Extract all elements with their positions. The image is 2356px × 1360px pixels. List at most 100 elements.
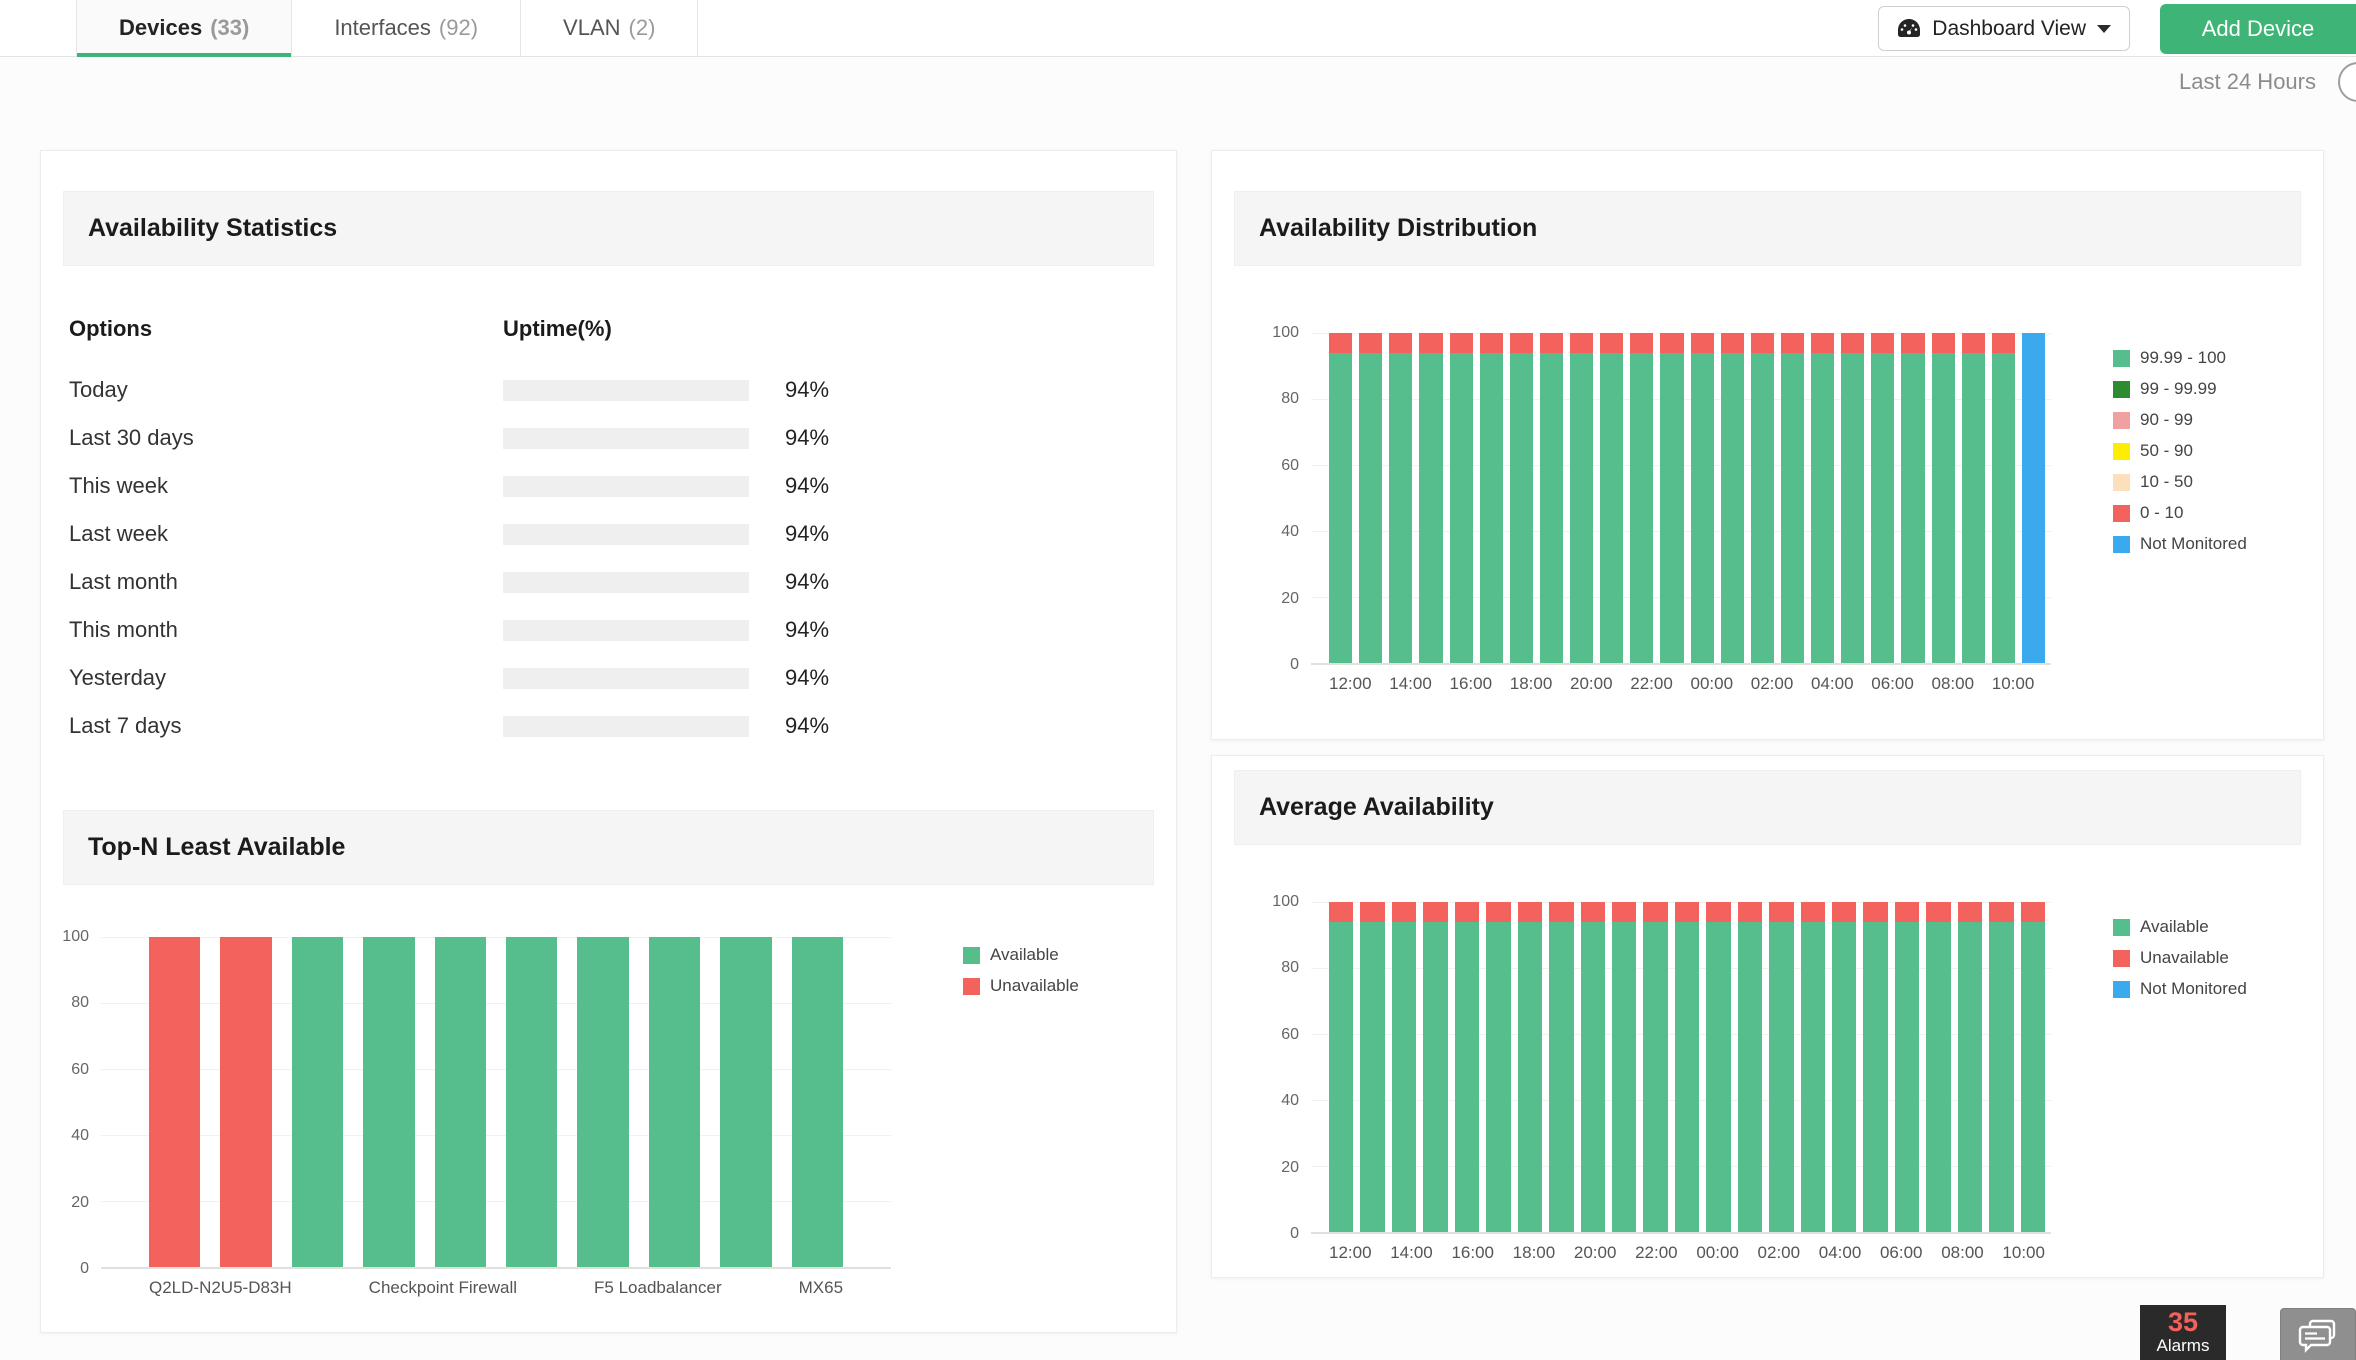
bar[interactable] — [1894, 902, 1920, 1232]
x-tick-label — [312, 1278, 321, 1298]
bar[interactable] — [1901, 333, 1925, 663]
bar[interactable] — [2020, 902, 2046, 1232]
time-range-circle-icon[interactable] — [2338, 62, 2356, 102]
legend-item[interactable]: Not Monitored — [2113, 534, 2247, 554]
bar-segment — [1329, 333, 1353, 353]
bar-segment — [363, 937, 415, 1267]
legend-item[interactable]: 50 - 90 — [2113, 441, 2247, 461]
bar-segment — [1926, 921, 1951, 1232]
legend-label: 10 - 50 — [2140, 472, 2193, 491]
bar[interactable] — [1991, 333, 2015, 663]
bar[interactable] — [1509, 333, 1533, 663]
legend-item[interactable]: 90 - 99 — [2113, 410, 2247, 430]
x-tick-label: 02:00 — [1750, 674, 1794, 693]
uptime-value: 94% — [785, 617, 830, 642]
bar[interactable] — [1549, 902, 1574, 1232]
bar[interactable] — [1780, 333, 1804, 663]
bar[interactable] — [1486, 902, 1511, 1232]
bar[interactable] — [1359, 333, 1383, 663]
bar[interactable] — [434, 937, 487, 1267]
tab-interfaces[interactable]: Interfaces (92) — [292, 0, 522, 56]
bar[interactable] — [363, 937, 415, 1267]
bar-segment — [1690, 352, 1714, 663]
bar[interactable] — [220, 937, 272, 1267]
bar-segment — [1389, 352, 1413, 663]
legend-item[interactable]: Available — [963, 945, 1079, 965]
bar[interactable] — [506, 937, 558, 1267]
bar[interactable] — [1961, 333, 1985, 663]
legend-item[interactable]: Unavailable — [963, 976, 1079, 996]
tab-vlan[interactable]: VLAN (2) — [521, 0, 699, 56]
bar-segment — [1991, 352, 2015, 663]
bar[interactable] — [648, 937, 701, 1267]
add-device-button[interactable]: Add Device — [2160, 3, 2356, 54]
legend-item[interactable]: Not Monitored — [2113, 979, 2247, 999]
bar[interactable] — [1690, 333, 1714, 663]
bar[interactable] — [1611, 902, 1637, 1232]
bar[interactable] — [1832, 902, 1857, 1232]
legend-item[interactable]: Unavailable — [2113, 948, 2247, 968]
bar[interactable] — [1811, 333, 1835, 663]
bar[interactable] — [1750, 333, 1774, 663]
bar[interactable] — [149, 937, 201, 1267]
x-tick-label: 18:00 — [1509, 674, 1553, 693]
bar[interactable] — [1989, 902, 2014, 1232]
bar[interactable] — [1643, 902, 1668, 1232]
plot — [1311, 333, 2051, 665]
x-tick-label: 08:00 — [1931, 674, 1975, 693]
bar-segment — [1600, 333, 1624, 353]
bar[interactable] — [1660, 333, 1684, 663]
bar[interactable] — [1454, 902, 1480, 1232]
legend-item[interactable]: 99.99 - 100 — [2113, 348, 2247, 368]
bar[interactable] — [1479, 333, 1503, 663]
bar[interactable] — [1926, 902, 1951, 1232]
bar[interactable] — [1841, 333, 1865, 663]
bar[interactable] — [1871, 333, 1895, 663]
bar[interactable] — [1931, 333, 1955, 663]
x-axis: Q2LD-N2U5-D83H Checkpoint Firewall F5 Load… — [101, 1278, 891, 1298]
bar[interactable] — [1517, 902, 1543, 1232]
bar[interactable] — [1391, 902, 1417, 1232]
tab-devices[interactable]: Devices (33) — [76, 0, 293, 57]
bar[interactable] — [1329, 902, 1354, 1232]
bar[interactable] — [1423, 902, 1448, 1232]
legend-label: Available — [990, 945, 1059, 964]
bar[interactable] — [1539, 333, 1563, 663]
legend-item[interactable]: 99 - 99.99 — [2113, 379, 2247, 399]
x-tick-label: MX65 — [798, 1278, 844, 1297]
bar[interactable] — [1600, 333, 1624, 663]
legend-item[interactable]: 0 - 10 — [2113, 503, 2247, 523]
chat-button[interactable] — [2280, 1308, 2356, 1360]
bar[interactable] — [720, 937, 772, 1267]
bar-segment — [1549, 921, 1574, 1232]
x-tick-label: F5 Loadbalancer — [594, 1278, 722, 1297]
bar[interactable] — [1769, 902, 1794, 1232]
dashboard-view-button[interactable]: Dashboard View — [1878, 6, 2130, 51]
legend-item[interactable]: Available — [2113, 917, 2247, 937]
legend-swatch — [2113, 349, 2130, 367]
bar[interactable] — [1737, 902, 1763, 1232]
bar[interactable] — [1449, 333, 1473, 663]
bar-segment — [1509, 352, 1533, 663]
legend-label: Not Monitored — [2140, 979, 2247, 998]
legend-item[interactable]: 10 - 50 — [2113, 472, 2247, 492]
bar[interactable] — [1800, 902, 1825, 1232]
bar[interactable] — [1360, 902, 1385, 1232]
bar[interactable] — [1630, 333, 1654, 663]
bar[interactable] — [1674, 902, 1700, 1232]
bar[interactable] — [1957, 902, 1983, 1232]
bar[interactable] — [1863, 902, 1888, 1232]
bar[interactable] — [1706, 902, 1731, 1232]
bar[interactable] — [1570, 333, 1594, 663]
bar[interactable] — [1720, 333, 1744, 663]
bar[interactable] — [2021, 333, 2045, 663]
bar[interactable] — [1419, 333, 1443, 663]
bar[interactable] — [791, 937, 844, 1267]
bar[interactable] — [577, 937, 629, 1267]
alarms-badge[interactable]: 35 Alarms — [2140, 1305, 2226, 1360]
y-tick-label: 60 — [1281, 456, 1299, 474]
bar[interactable] — [1329, 333, 1353, 663]
bar[interactable] — [1389, 333, 1413, 663]
bar[interactable] — [1580, 902, 1605, 1232]
bar[interactable] — [291, 937, 344, 1267]
